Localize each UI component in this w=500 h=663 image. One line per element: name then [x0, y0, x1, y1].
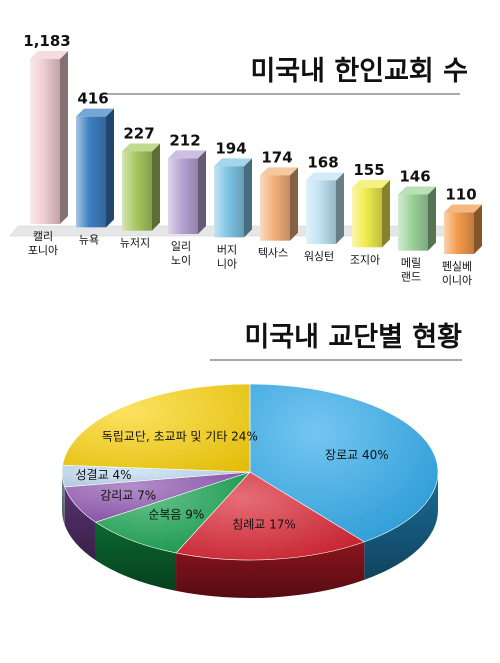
bar-value-label: 174 [261, 148, 292, 166]
bar-chart-title: 미국내 한인교회 수 [250, 56, 468, 87]
bar [30, 51, 68, 224]
bar-top [306, 172, 344, 181]
pie-slice-label: 독립교단, 초교파 및 기타 24% [102, 429, 258, 443]
pie-chart-title: 미국내 교단별 현황 [244, 322, 462, 353]
bar-top [260, 167, 298, 176]
bar-category-label: 버지 니아 [217, 243, 237, 270]
pie-slice-side [64, 486, 96, 561]
bar-top [398, 186, 436, 195]
bar-front [398, 194, 428, 251]
bar-value-label: 168 [307, 153, 338, 171]
bar-category-label: 뉴욕 [79, 233, 99, 246]
bar-side [474, 204, 482, 254]
pie-slice [175, 471, 365, 561]
bar-value-label: 416 [77, 90, 108, 108]
bar-top [444, 204, 482, 213]
bar-top [76, 108, 114, 117]
bar [122, 143, 160, 231]
bar [168, 150, 206, 234]
bar-value-label: 1,183 [23, 32, 70, 50]
bar-value-label: 146 [399, 167, 430, 185]
bar-front [30, 59, 60, 224]
bar-side [198, 150, 206, 234]
bar-category-label: 메릴 랜드 [401, 257, 421, 284]
bar-category-label: 뉴저지 [120, 237, 150, 250]
pie-slice-side [176, 541, 365, 599]
pie-slice [94, 471, 251, 554]
bar-front [214, 166, 244, 238]
bar-side [106, 108, 114, 228]
bar-top [122, 143, 160, 152]
bar-category-label: 워싱턴 [304, 250, 334, 263]
bar-side [60, 51, 68, 224]
bar [214, 158, 252, 238]
bar-front [168, 158, 198, 234]
bar-side [428, 186, 436, 251]
bar-side [290, 167, 298, 241]
pie-slice-label: 성결교 4% [76, 468, 132, 482]
bar-top [30, 51, 68, 59]
bar-category-label: 펜실베 이니아 [442, 260, 472, 287]
bar-value-label: 155 [353, 161, 384, 179]
bar-value-label: 110 [445, 186, 476, 204]
bar [444, 204, 482, 254]
pie-chart-slices [61, 383, 439, 561]
bar-chart-bars: 1,183 캘리 포니아 416 뉴욕 227 뉴저지 212 일리 노이 194 버지 니아 174 텍사… [23, 32, 482, 287]
bar-front [260, 175, 290, 241]
bar-value-label: 212 [169, 131, 200, 149]
pie-slice [249, 383, 439, 543]
pie-slice-label: 순복음 9% [148, 507, 204, 521]
pie-slice [62, 383, 251, 473]
pie-slice-label: 장로교 40% [325, 448, 389, 462]
bar-side [336, 172, 344, 244]
bar-top [214, 158, 252, 167]
bar [398, 186, 436, 251]
bar-side [152, 143, 160, 231]
bar-side [244, 158, 252, 238]
bar-value-label: 227 [123, 124, 154, 142]
bar-category-label: 조지아 [350, 253, 380, 266]
bar-front [76, 116, 106, 228]
denomination-pie-chart: 미국내 교단별 현황 장로교 40% 침례교 17% 순복음 9% 감리교 7% 성결교… [61, 322, 462, 599]
bar-top [352, 180, 390, 189]
bar [260, 167, 298, 241]
bar-value-label: 194 [215, 139, 246, 157]
bar-category-label: 일리 노이 [171, 239, 191, 267]
pie-chart-labels: 장로교 40% 침례교 17% 순복음 9% 감리교 7% 성결교 4% 독립교단, 초교… [76, 429, 389, 531]
bar-top [168, 150, 206, 159]
pie-slice-side [364, 472, 438, 580]
bar-side [382, 180, 390, 248]
bar [352, 180, 390, 248]
bar-front [352, 188, 382, 248]
bar-front [122, 151, 152, 231]
bar-front [444, 212, 474, 254]
bar-front [306, 180, 336, 244]
bar-category-label: 텍사스 [258, 247, 288, 260]
bar [306, 172, 344, 244]
bar-category-label: 캘리 포니아 [28, 230, 58, 257]
pie-slice-side [95, 522, 177, 591]
pie-slice-label: 침례교 17% [232, 517, 296, 531]
pie-chart-sides [62, 472, 438, 599]
bar [76, 108, 114, 228]
pie-slice-label: 감리교 7% [100, 488, 156, 502]
